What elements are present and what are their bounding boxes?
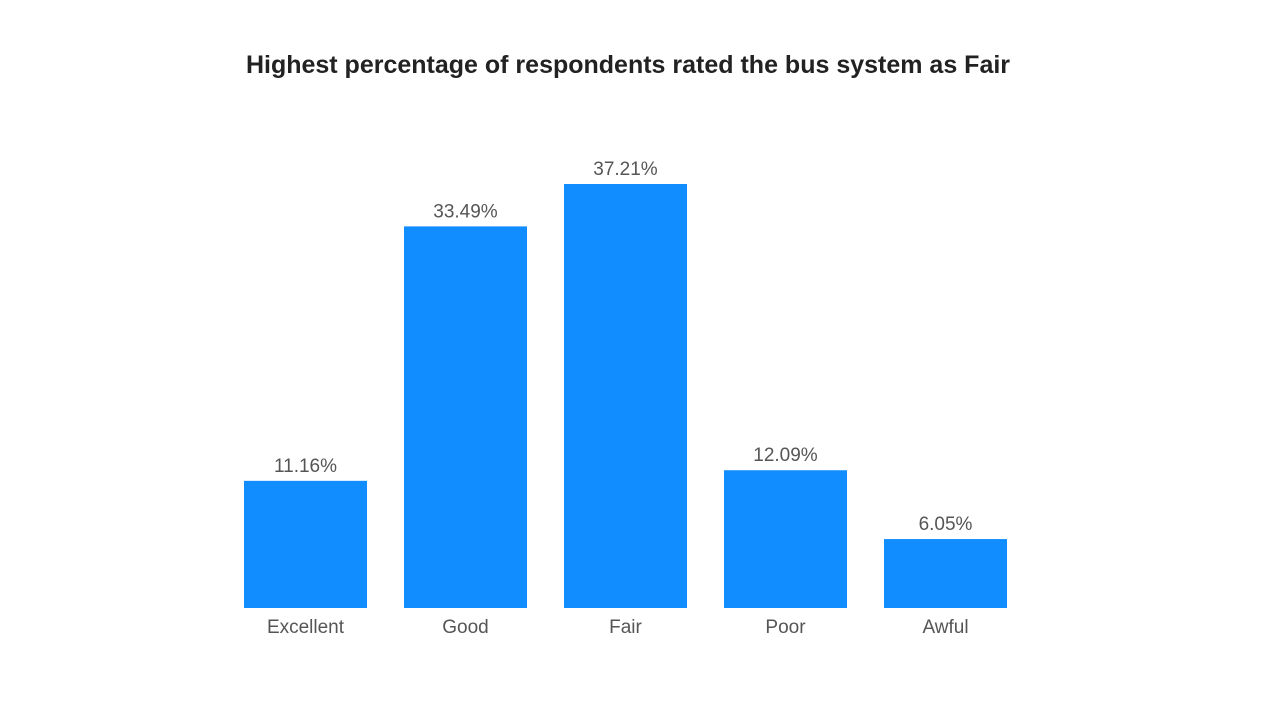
bar-fair [564,184,687,608]
x-axis-tick-labels: Excellent Good Fair Poor Awful [267,617,969,638]
x-tick-label-excellent: Excellent [267,617,345,638]
x-tick-label-good: Good [442,617,488,638]
x-tick-label-awful: Awful [922,617,968,638]
bar-good [404,226,527,608]
bar-awful [884,539,1007,608]
x-tick-label-fair: Fair [609,617,642,638]
data-label-excellent: 11.16% [274,456,337,477]
data-label-poor: 12.09% [753,445,818,466]
value-labels-layer: 11.16% 33.49% 37.21% 12.09% 6.05% [274,159,973,535]
data-label-good: 33.49% [433,201,498,222]
bar-excellent [244,480,367,608]
data-label-fair: 37.21% [593,159,658,180]
chart-title: Highest percentage of respondents rated … [245,51,1011,79]
data-label-awful: 6.05% [919,514,973,535]
x-tick-label-poor: Poor [765,617,806,638]
bars-layer [244,184,1007,608]
bar-poor [724,470,847,608]
